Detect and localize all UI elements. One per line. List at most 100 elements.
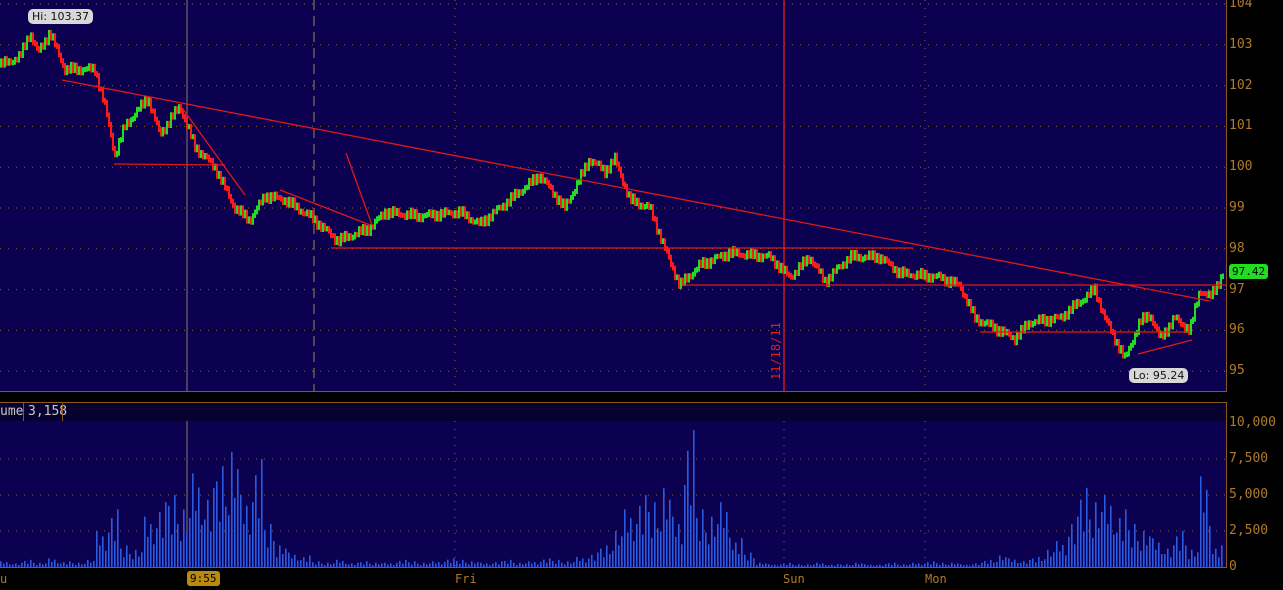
price-bar <box>672 262 674 271</box>
trendline-3[interactable] <box>279 189 371 226</box>
price-bar <box>992 319 994 332</box>
price-bar <box>152 108 154 114</box>
volume-bar <box>93 560 95 567</box>
volume-bar <box>1095 502 1097 567</box>
price-bar <box>516 188 518 199</box>
price-bar <box>716 253 718 260</box>
price-bar <box>118 137 120 156</box>
volume-bar <box>1104 495 1106 567</box>
price-bar <box>264 193 266 203</box>
volume-bar <box>411 564 413 567</box>
price-bar <box>12 59 14 66</box>
price-bar <box>606 165 608 179</box>
volume-bar <box>936 563 938 567</box>
volume-bar <box>387 564 389 567</box>
price-bar <box>624 181 626 189</box>
price-bar <box>888 258 890 266</box>
price-bar <box>1068 305 1070 320</box>
price-bar <box>456 210 458 219</box>
price-bar <box>1098 297 1100 303</box>
price-bar <box>934 273 936 280</box>
volume-bar <box>1185 545 1187 567</box>
volume-bar <box>249 534 251 567</box>
price-bar <box>678 274 680 289</box>
price-bar <box>946 276 948 287</box>
trendline-2[interactable] <box>179 104 246 196</box>
volume-bar <box>378 564 380 567</box>
volume-bar <box>504 560 506 567</box>
price-bar <box>974 306 976 323</box>
price-chart-panel[interactable] <box>0 0 1227 392</box>
volume-bar <box>714 536 716 567</box>
price-bar <box>528 177 530 190</box>
price-bar <box>1104 309 1106 321</box>
price-bar <box>1188 323 1190 335</box>
volume-bar <box>360 562 362 567</box>
volume-study-label[interactable]: ume <box>0 404 24 419</box>
price-bar <box>450 209 452 216</box>
volume-bar <box>1020 562 1022 567</box>
price-bar <box>346 230 348 241</box>
volume-chart-panel[interactable] <box>0 421 1227 568</box>
price-bar <box>338 236 340 247</box>
price-bar <box>1126 351 1128 358</box>
volume-bar <box>1056 541 1058 567</box>
price-bar <box>156 116 158 126</box>
volume-bar <box>342 560 344 567</box>
price-bar <box>246 209 248 224</box>
volume-bar <box>756 565 758 567</box>
price-bar <box>286 197 288 208</box>
price-bar <box>112 132 114 151</box>
price-bar <box>312 210 314 224</box>
support-line-1[interactable] <box>113 163 226 166</box>
price-bar <box>340 232 342 247</box>
price-bar <box>610 158 612 174</box>
volume-bar <box>438 562 440 567</box>
price-bar <box>696 266 698 273</box>
price-bar <box>1026 320 1028 331</box>
volume-bar <box>408 562 410 567</box>
price-bar <box>1100 297 1102 314</box>
volume-bar <box>984 560 986 567</box>
volume-bar <box>822 563 824 567</box>
volume-bar <box>1032 558 1034 567</box>
trendline-drawings[interactable] <box>61 79 1226 355</box>
price-bar <box>238 205 240 216</box>
volume-bar <box>573 562 575 567</box>
volume-bar <box>663 487 665 567</box>
price-bar <box>536 173 538 186</box>
price-bar <box>556 191 558 206</box>
trendline-lo[interactable] <box>1137 339 1193 355</box>
price-bar <box>940 271 942 282</box>
volume-bar <box>1017 563 1019 567</box>
volume-bar <box>276 557 278 567</box>
price-bar <box>434 209 436 222</box>
price-bar <box>1096 283 1098 303</box>
volume-bar <box>642 534 644 567</box>
price-bar <box>636 197 638 207</box>
price-bar <box>1148 311 1150 322</box>
volume-bar <box>993 562 995 567</box>
price-bar <box>602 164 604 172</box>
price-bar <box>918 270 920 279</box>
price-bar <box>496 205 498 215</box>
price-bar <box>148 97 150 107</box>
volume-bar <box>903 564 905 567</box>
volume-bar <box>1044 559 1046 567</box>
main-downtrend-line[interactable] <box>61 79 1211 302</box>
price-bar <box>518 189 520 199</box>
price-bar <box>150 97 152 114</box>
price-bar <box>162 127 164 137</box>
price-bar <box>932 273 934 283</box>
price-bar <box>892 261 894 274</box>
price-bar <box>1220 274 1222 289</box>
price-bar <box>1054 313 1056 324</box>
price-bar <box>428 209 430 217</box>
volume-bar <box>156 528 158 567</box>
volume-bar <box>492 563 494 567</box>
arrow-line[interactable] <box>345 152 373 226</box>
price-bar <box>922 267 924 280</box>
volume-bar <box>375 562 377 567</box>
price-bar <box>1140 318 1142 326</box>
volume-bar <box>954 564 956 567</box>
